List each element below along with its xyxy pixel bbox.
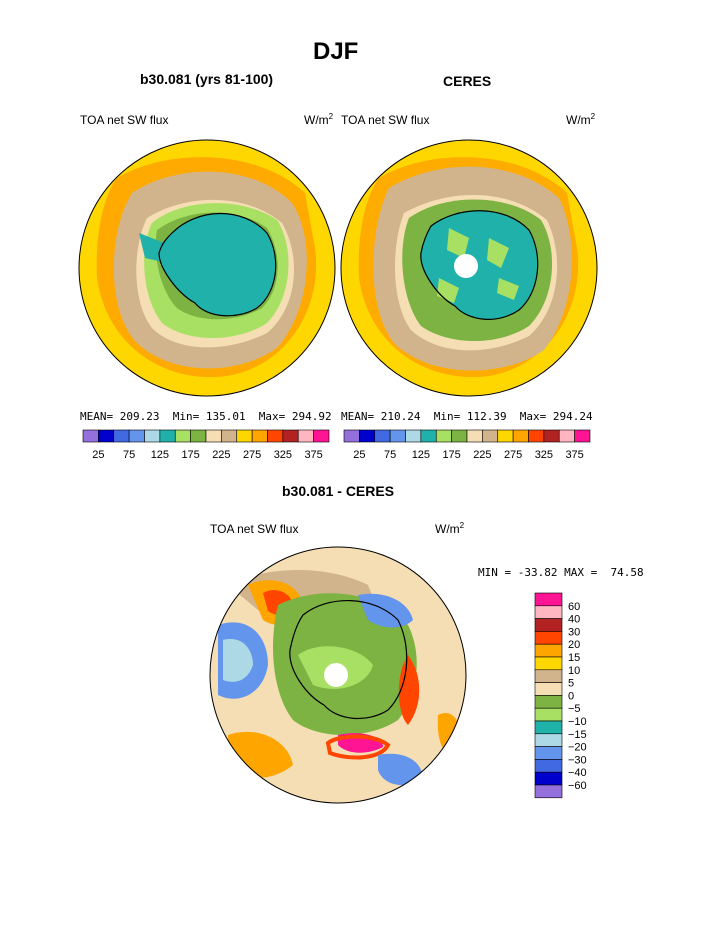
colorbar-swatch <box>144 429 161 443</box>
colorbar-swatch <box>534 771 563 786</box>
colorbar-swatch <box>574 429 591 443</box>
colorbar-swatch <box>482 429 499 443</box>
colorbar-swatch <box>282 429 299 443</box>
map-model <box>78 139 336 397</box>
colorbar-tick-label: 375 <box>304 449 322 461</box>
colorbar-swatch <box>343 429 360 443</box>
colorbar-tick-label: 30 <box>568 626 580 638</box>
panel3-subtitle: b30.081 - CERES <box>282 483 395 499</box>
colorbar-tick-label: 20 <box>568 639 580 651</box>
colorbar-swatch <box>534 720 563 735</box>
colorbar-tick-label: 25 <box>92 449 104 461</box>
colorbar-tick-label: 75 <box>123 449 135 461</box>
panel2-subtitle: CERES <box>443 73 492 89</box>
colorbar-tick-label: −60 <box>568 780 587 792</box>
colorbar-swatch <box>534 618 563 632</box>
panel3-units: W/m2 <box>435 521 465 536</box>
colorbar-swatch <box>534 656 563 671</box>
colorbar-swatch <box>534 784 563 799</box>
colorbar-tick-label: 5 <box>568 678 574 690</box>
panel3-stats: MIN = -33.82 MAX = 74.58 <box>478 566 644 579</box>
colorbar-swatch <box>534 669 563 683</box>
colorbar-swatch <box>98 429 115 443</box>
colorbar-tick-label: 25 <box>353 449 365 461</box>
colorbar-tick-label: −5 <box>568 703 581 715</box>
colorbar-swatch <box>534 631 563 645</box>
colorbar-tick-label: 60 <box>568 601 580 613</box>
colorbar-swatch <box>359 429 376 443</box>
colorbar-tick-label: 375 <box>565 449 583 461</box>
colorbar-swatch <box>405 429 422 443</box>
colorbar-swatch <box>534 592 563 607</box>
colorbar-swatch <box>534 733 563 747</box>
colorbar-swatch <box>190 429 207 443</box>
colorbar-tick-label: 0 <box>568 690 574 702</box>
colorbar-swatch <box>128 429 145 443</box>
panel1-subtitle: b30.081 (yrs 81-100) <box>140 71 274 87</box>
colorbar-tick-label: −15 <box>568 729 587 741</box>
colorbar-tick-label: −10 <box>568 716 587 728</box>
map-ceres <box>340 139 598 397</box>
panel1-stats: MEAN= 209.23 Min= 135.01 Max= 294.92 <box>80 410 332 423</box>
panel3-variable-label: TOA net SW flux <box>210 522 299 536</box>
colorbar-swatch <box>420 429 437 443</box>
colorbar-swatch <box>534 605 563 619</box>
colorbar-swatch <box>534 759 563 773</box>
colorbar-swatch <box>451 429 468 443</box>
colorbar-swatch <box>205 429 222 443</box>
colorbar-swatch <box>267 429 284 443</box>
colorbar-swatch <box>534 643 563 658</box>
colorbar-tick-label: 125 <box>412 449 430 461</box>
colorbar-tick-label: −30 <box>568 754 587 766</box>
colorbar-tick-label: 75 <box>384 449 396 461</box>
colorbar-swatch <box>534 707 563 722</box>
colorbar-swatch <box>534 695 563 709</box>
colorbar-tick-label: 15 <box>568 652 580 664</box>
colorbar-tick-label: 325 <box>535 449 553 461</box>
panel2-units: W/m2 <box>566 112 596 127</box>
colorbar-tick-label: 10 <box>568 665 580 677</box>
colorbar-swatch <box>297 429 314 443</box>
colorbar-swatch <box>534 746 563 760</box>
colorbar-swatch <box>159 429 176 443</box>
colorbar-tick-label: 40 <box>568 614 580 626</box>
colorbar-tick-label: 175 <box>442 449 460 461</box>
panel1-units: W/m2 <box>304 112 334 127</box>
colorbar-swatch <box>512 429 529 443</box>
colorbar-swatch <box>543 429 560 443</box>
colorbar-ceres: 25 75 125 175 225 275 325 375 <box>343 429 591 461</box>
colorbar-swatch <box>435 429 452 443</box>
colorbar-swatch <box>221 429 238 443</box>
colorbar-tick-label: 275 <box>243 449 261 461</box>
colorbar-swatch <box>251 429 268 443</box>
colorbar-tick-label: 325 <box>274 449 292 461</box>
colorbar-swatch <box>558 429 575 443</box>
colorbar-swatch <box>174 429 191 443</box>
colorbar-swatch <box>466 429 483 443</box>
figure-title: DJF <box>313 38 359 65</box>
colorbar-model: 25 75 125 175 225 275 325 375 <box>82 429 330 461</box>
colorbar-tick-label: 125 <box>151 449 169 461</box>
colorbar-swatch <box>313 429 330 443</box>
colorbar-swatch <box>113 429 130 443</box>
colorbar-tick-label: −40 <box>568 767 587 779</box>
colorbar-swatch <box>82 429 99 443</box>
colorbar-tick-label: 175 <box>181 449 199 461</box>
colorbar-swatch <box>389 429 406 443</box>
panel2-variable-label: TOA net SW flux <box>341 113 430 127</box>
colorbar-tick-label: 275 <box>504 449 522 461</box>
colorbar-swatch <box>497 429 514 443</box>
colorbar-tick-label: −20 <box>568 742 587 754</box>
colorbar-swatch <box>528 429 545 443</box>
panel2-stats: MEAN= 210.24 Min= 112.39 Max= 294.24 <box>341 410 593 423</box>
colorbar-swatch <box>374 429 391 443</box>
map-difference <box>209 546 467 804</box>
colorbar-tick-label: 225 <box>473 449 491 461</box>
colorbar-tick-label: 225 <box>212 449 230 461</box>
panel1-variable-label: TOA net SW flux <box>80 113 169 127</box>
colorbar-swatch <box>534 682 563 696</box>
colorbar-swatch <box>236 429 253 443</box>
